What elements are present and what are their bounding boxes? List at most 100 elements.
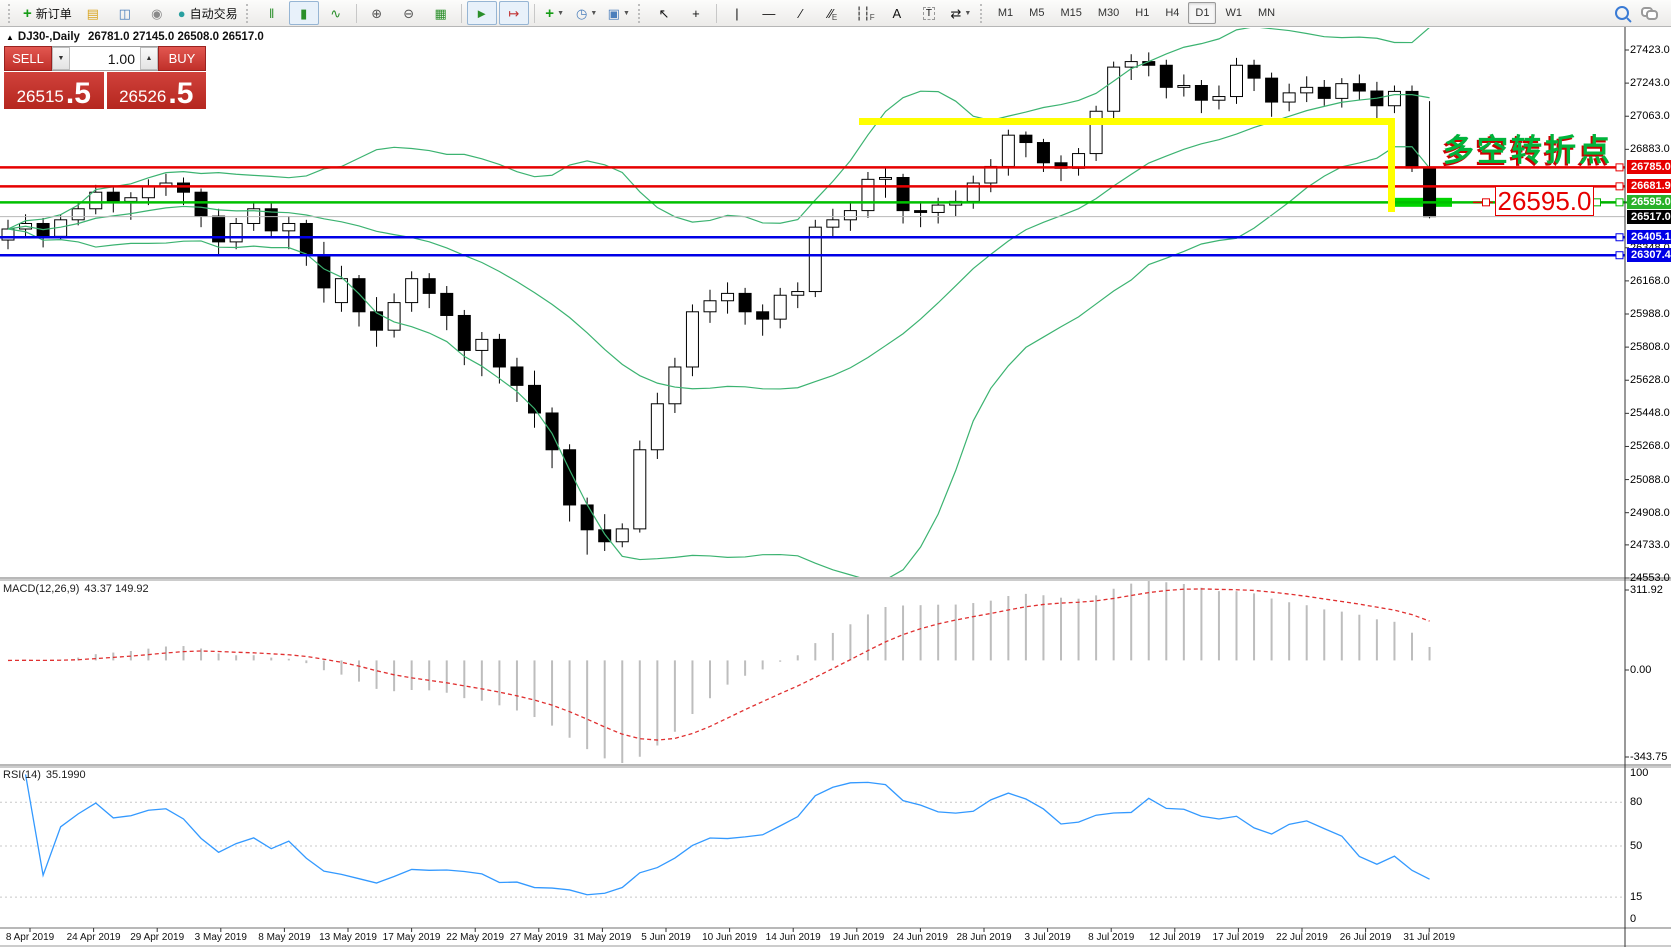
price-level-label: 26595.0 <box>1627 195 1671 210</box>
zoom-out-button[interactable]: ⊖ <box>394 1 424 25</box>
level-axis-handle[interactable] <box>1615 198 1624 207</box>
zoom-in-button[interactable]: ⊕ <box>362 1 392 25</box>
line-chart-button[interactable]: ∿ <box>321 1 351 25</box>
crosshair-button[interactable]: + <box>681 1 711 25</box>
cursor-button[interactable]: ↖ <box>649 1 679 25</box>
date-axis-label: 8 May 2019 <box>258 932 311 943</box>
chart-shift-button[interactable]: ↦ <box>498 1 529 25</box>
date-axis-label: 3 Jul 2019 <box>1024 932 1071 943</box>
fibonacci-button[interactable]: ┆┆ F <box>855 5 875 23</box>
macd-indicator <box>7 581 1431 763</box>
new-order-button-label: 新订单 <box>35 6 72 21</box>
date-axis-label: 14 Jun 2019 <box>765 932 821 943</box>
price-axis-tick: 25988.0 <box>1630 308 1670 320</box>
horizontal-line-icon: — <box>762 5 776 21</box>
date-axis-label: 12 Jul 2019 <box>1148 932 1201 943</box>
object-handle[interactable] <box>1593 198 1601 207</box>
date-axis-label: 10 Jun 2019 <box>702 932 758 943</box>
text-button[interactable]: A <box>882 1 912 25</box>
collapse-panel-icon[interactable]: ▲ <box>6 33 14 42</box>
symbol-period-label: DJ30-,Daily <box>17 31 80 43</box>
level-axis-handle[interactable] <box>1615 233 1624 242</box>
buy-button[interactable]: BUY <box>158 46 206 71</box>
dropdown-caret-icon[interactable]: ▼ <box>557 9 564 17</box>
market-watch-button[interactable]: ▤ <box>78 1 108 25</box>
level-axis-handle[interactable] <box>1615 251 1624 260</box>
text-label-button[interactable]: T <box>914 1 944 25</box>
timeframe-m1-button[interactable]: M1 <box>997 7 1014 19</box>
tile-windows-button[interactable]: ▦ <box>426 1 456 25</box>
search-icon[interactable] <box>1615 6 1629 20</box>
indicators-icon: + <box>545 4 555 22</box>
dropdown-caret-icon[interactable]: ▼ <box>964 9 972 17</box>
cursor-icon: ↖ <box>658 5 670 21</box>
annotation-text[interactable]: 多空转折点 <box>1443 133 1613 168</box>
periods-button[interactable]: ◷ ▼ <box>572 1 602 25</box>
timeframe-m30-button[interactable]: M30 <box>1097 7 1120 19</box>
volume-increase-button[interactable]: ▲ <box>140 47 158 70</box>
price-axis-tick: 26883.0 <box>1630 143 1670 156</box>
price-callout-box[interactable]: 26595.0 <box>1495 186 1594 216</box>
buy-price-main: 26526 <box>119 86 167 106</box>
zoom-in-icon: ⊕ <box>371 5 383 21</box>
price-axis-tick: 27063.0 <box>1630 110 1670 123</box>
level-axis-handle[interactable] <box>1615 182 1624 191</box>
macd-indicator-label: MACD(12,26,9) 43.37 149.92 <box>3 583 149 595</box>
templates-button[interactable]: ▣ ▼ <box>604 1 634 25</box>
sell-button[interactable]: SELL <box>4 46 52 71</box>
date-axis-label: 5 Jun 2019 <box>641 932 691 943</box>
date-axis-label: 22 May 2019 <box>446 932 505 943</box>
level-axis-handle[interactable] <box>1615 163 1624 172</box>
price-level-label: 26681.9 <box>1627 179 1671 194</box>
auto-trading-button[interactable]: ● 自动交易 <box>174 1 242 25</box>
date-axis-label: 19 Jun 2019 <box>829 932 885 943</box>
horizontal-line-button[interactable]: — <box>754 1 784 25</box>
macd-axis-tick: -343.75 <box>1630 751 1668 763</box>
auto-trading-button-label: 自动交易 <box>189 6 238 21</box>
timeframe-mn-button[interactable]: MN <box>1257 7 1276 19</box>
bollinger-bands <box>7 28 1431 577</box>
object-handle[interactable] <box>1482 198 1490 207</box>
timeframe-m15-button[interactable]: M15 <box>1060 7 1082 19</box>
volume-decrease-button[interactable]: ▼ <box>52 47 70 70</box>
timeframe-h1-button[interactable]: H1 <box>1135 7 1150 19</box>
sell-price-main: 26515 <box>16 86 64 106</box>
dropdown-caret-icon[interactable]: ▼ <box>590 9 598 17</box>
timeframe-m5-button[interactable]: M5 <box>1029 7 1045 19</box>
vertical-line-button[interactable]: | <box>722 1 752 25</box>
equidistant-channel-button[interactable]: ∕∕ E <box>828 5 838 23</box>
sell-price-display[interactable]: 26515 .5 <box>4 72 104 109</box>
rsi-value: 35.1990 <box>45 769 86 781</box>
one-click-trading-panel: SELL ▼ ▲ BUY 26515 .5 26526 .5 <box>4 46 206 109</box>
new-order-button[interactable]: + 新订单 <box>19 1 76 25</box>
bar-chart-button[interactable]: ‖ <box>257 1 287 25</box>
price-level-label: 26785.0 <box>1627 160 1671 175</box>
candlestick-chart-button[interactable]: ▮ <box>288 1 319 25</box>
price-axis-tick: 25628.0 <box>1630 374 1670 387</box>
indicators-button[interactable]: + ▼ <box>540 1 570 25</box>
rsi-indicator-label: RSI(14) 35.1990 <box>3 769 86 781</box>
macd-values: 43.37 149.92 <box>84 583 149 595</box>
date-axis-label: 8 Apr 2019 <box>5 932 55 943</box>
toolbar: + 新订单 ▤ ◫ ◉ ● 自动交易 ‖ ▮ ∿ ⊕ ⊖ ▦ ► ↦ + ▼ ◷ ▼ ▣ ▼ ↖ + | — ∕ ∕∕ E ┆┆ F A T ⇄… <box>0 0 1671 27</box>
metaeditor-icon: ◫ <box>118 5 131 21</box>
trendline-button[interactable]: ∕ <box>786 1 816 25</box>
buy-price-display[interactable]: 26526 .5 <box>106 72 206 109</box>
price-level-label: 26405.1 <box>1627 230 1671 245</box>
chat-icon[interactable] <box>1641 6 1658 20</box>
yellow-resistance-line[interactable] <box>859 118 1392 125</box>
yellow-vertical-line[interactable] <box>1388 118 1395 212</box>
signals-button[interactable]: ◉ <box>142 1 172 25</box>
dropdown-caret-icon[interactable]: ▼ <box>622 9 630 17</box>
arrows-button[interactable]: ⇄ ▼ <box>946 1 976 25</box>
timeframe-w1-button[interactable]: W1 <box>1225 7 1242 19</box>
timeframe-d1-button[interactable]: D1 <box>1188 2 1217 24</box>
timeframe-h4-button[interactable]: H4 <box>1165 7 1180 19</box>
auto-scroll-button[interactable]: ► <box>466 1 497 25</box>
date-axis-label: 28 Jun 2019 <box>956 932 1012 943</box>
volume-input[interactable] <box>70 47 140 70</box>
date-axis-label: 13 May 2019 <box>319 932 377 943</box>
metaeditor-button[interactable]: ◫ <box>110 1 140 25</box>
crosshair-icon: + <box>692 5 700 21</box>
